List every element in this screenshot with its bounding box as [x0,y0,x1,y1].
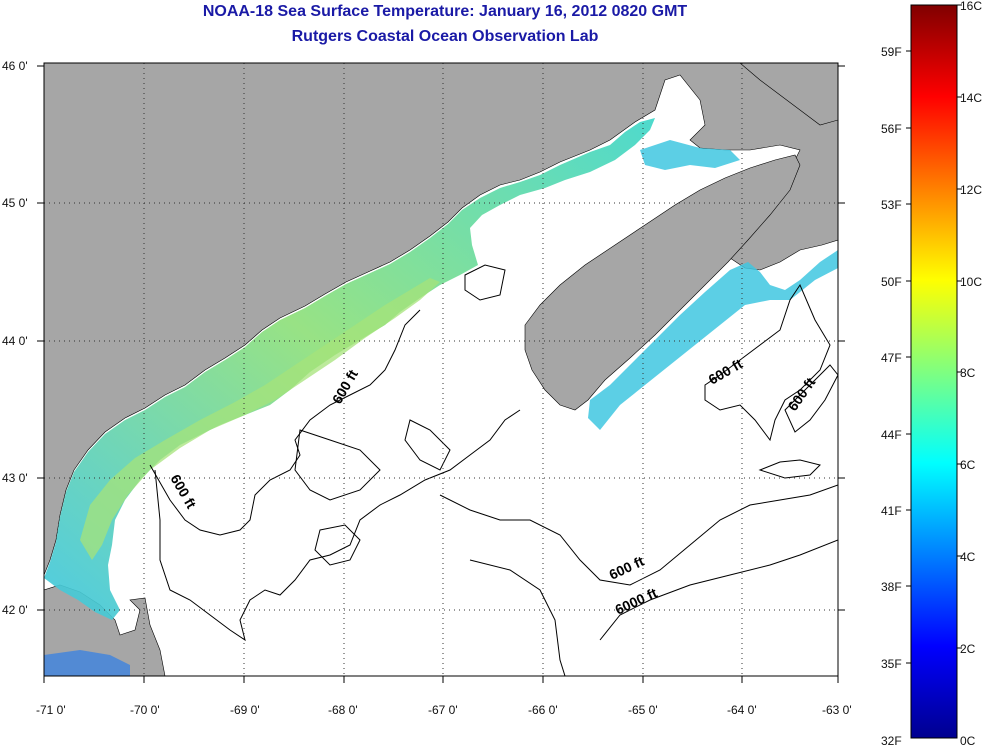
lon-label: -68 0' [328,703,358,717]
nova-scotia-land [524,154,801,411]
colorbar-fahrenheit-label: 59F [881,45,902,59]
colorbar-celsius-label: 10C [960,275,982,289]
colorbar-fahrenheit-label: 35F [881,657,902,671]
colorbar-celsius-label: 16C [960,0,982,13]
map-frame [43,62,839,677]
map-subtitle: Rutgers Coastal Ocean Observation Lab [291,28,599,45]
colorbar-celsius-label: 2C [960,642,976,656]
cape-breton-land [739,63,838,126]
colorbar-celsius-label: 12C [960,183,982,197]
bathymetry-contours [149,264,838,676]
lat-label: 43 0' [2,471,28,485]
sst-coastal-band [44,118,655,620]
colorbar-fahrenheit-label: 32F [881,734,902,748]
colorbar-fahrenheit-label: 53F [881,198,902,212]
lon-label: -70 0' [130,703,160,717]
lon-label: -67 0' [428,703,458,717]
lat-label: 42 0' [2,603,28,617]
colorbar-celsius-label: 0C [960,734,976,748]
sst-nova-scotia-band [588,250,838,430]
graticule [44,63,838,676]
lon-label: -71 0' [36,703,66,717]
lat-label: 46 0' [2,59,28,73]
colorbar-celsius-label: 8C [960,366,976,380]
lon-label: -69 0' [230,703,260,717]
colorbar-fahrenheit-label: 38F [881,580,902,594]
colorbar-fahrenheit-label: 41F [881,504,902,518]
colorbar-celsius-label: 6C [960,458,976,472]
colorbar-fahrenheit-label: 47F [881,351,902,365]
sst-warm-core [80,278,440,560]
lon-label: -66 0' [528,703,558,717]
colorbar [910,4,958,739]
colorbar-fahrenheit-label: 44F [881,428,902,442]
colorbar-celsius-label: 14C [960,91,982,105]
map-title: NOAA-18 Sea Surface Temperature: January… [202,3,688,20]
lon-label: -64 0' [727,703,757,717]
colorbar-fahrenheit-label: 56F [881,122,902,136]
lon-label: -63 0' [822,703,852,717]
map-area: 600 ft 600 ft 600 ft 600 ft 600 ft 6000 … [44,63,838,676]
sst-bay-of-fundy [640,140,740,170]
lat-label: 45 0' [2,196,28,210]
colorbar-fahrenheit-label: 50F [881,275,902,289]
colorbar-celsius-label: 4C [960,550,976,564]
colorbar-ticks [906,4,962,664]
axis-ticks [37,65,845,683]
lon-label: -65 0' [628,703,658,717]
sst-cool-edge [44,650,130,676]
lat-label: 44 0' [2,334,28,348]
